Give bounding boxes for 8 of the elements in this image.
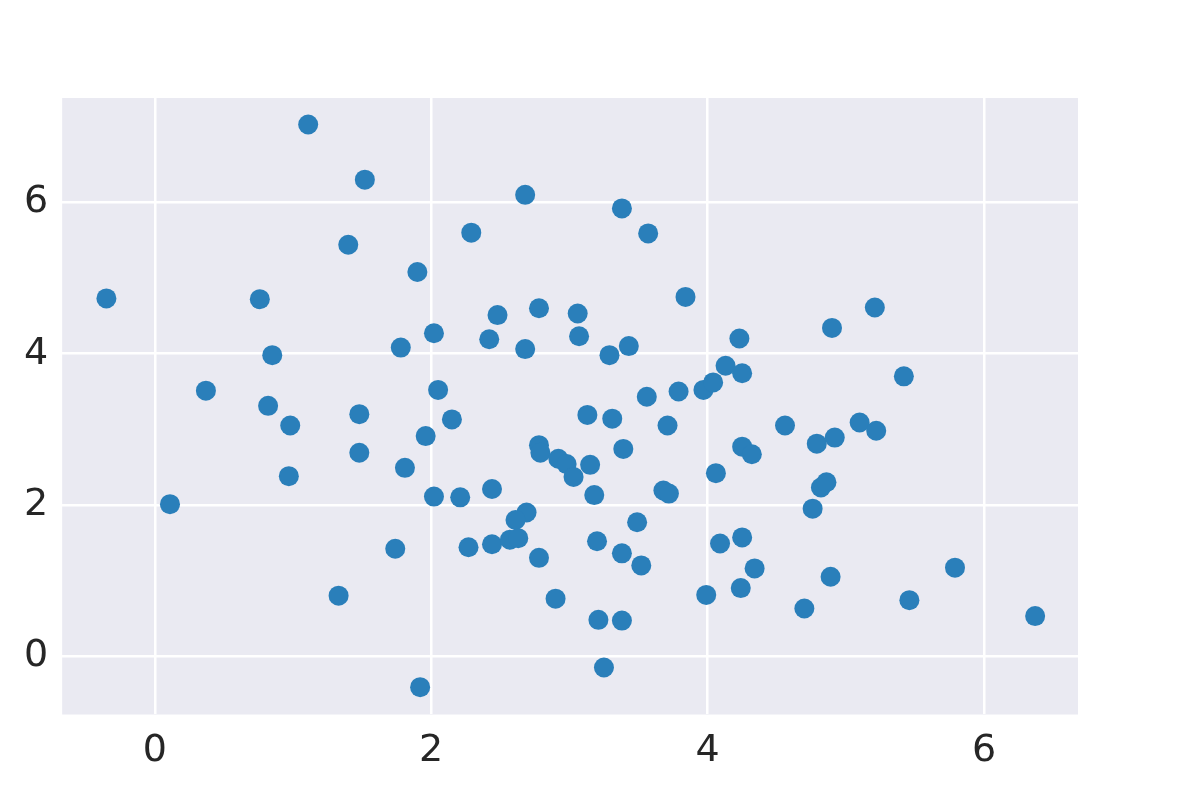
y-tick-label: 2 (23, 479, 49, 524)
x-tick-label: 6 (971, 726, 997, 771)
y-tick-label: 0 (23, 631, 49, 676)
x-tick-label: 2 (419, 726, 444, 771)
y-tick-label: 4 (23, 328, 49, 373)
x-tick-label: 4 (695, 726, 720, 771)
y-tick-label: 6 (23, 177, 49, 222)
x-tick-label: 0 (142, 726, 167, 771)
